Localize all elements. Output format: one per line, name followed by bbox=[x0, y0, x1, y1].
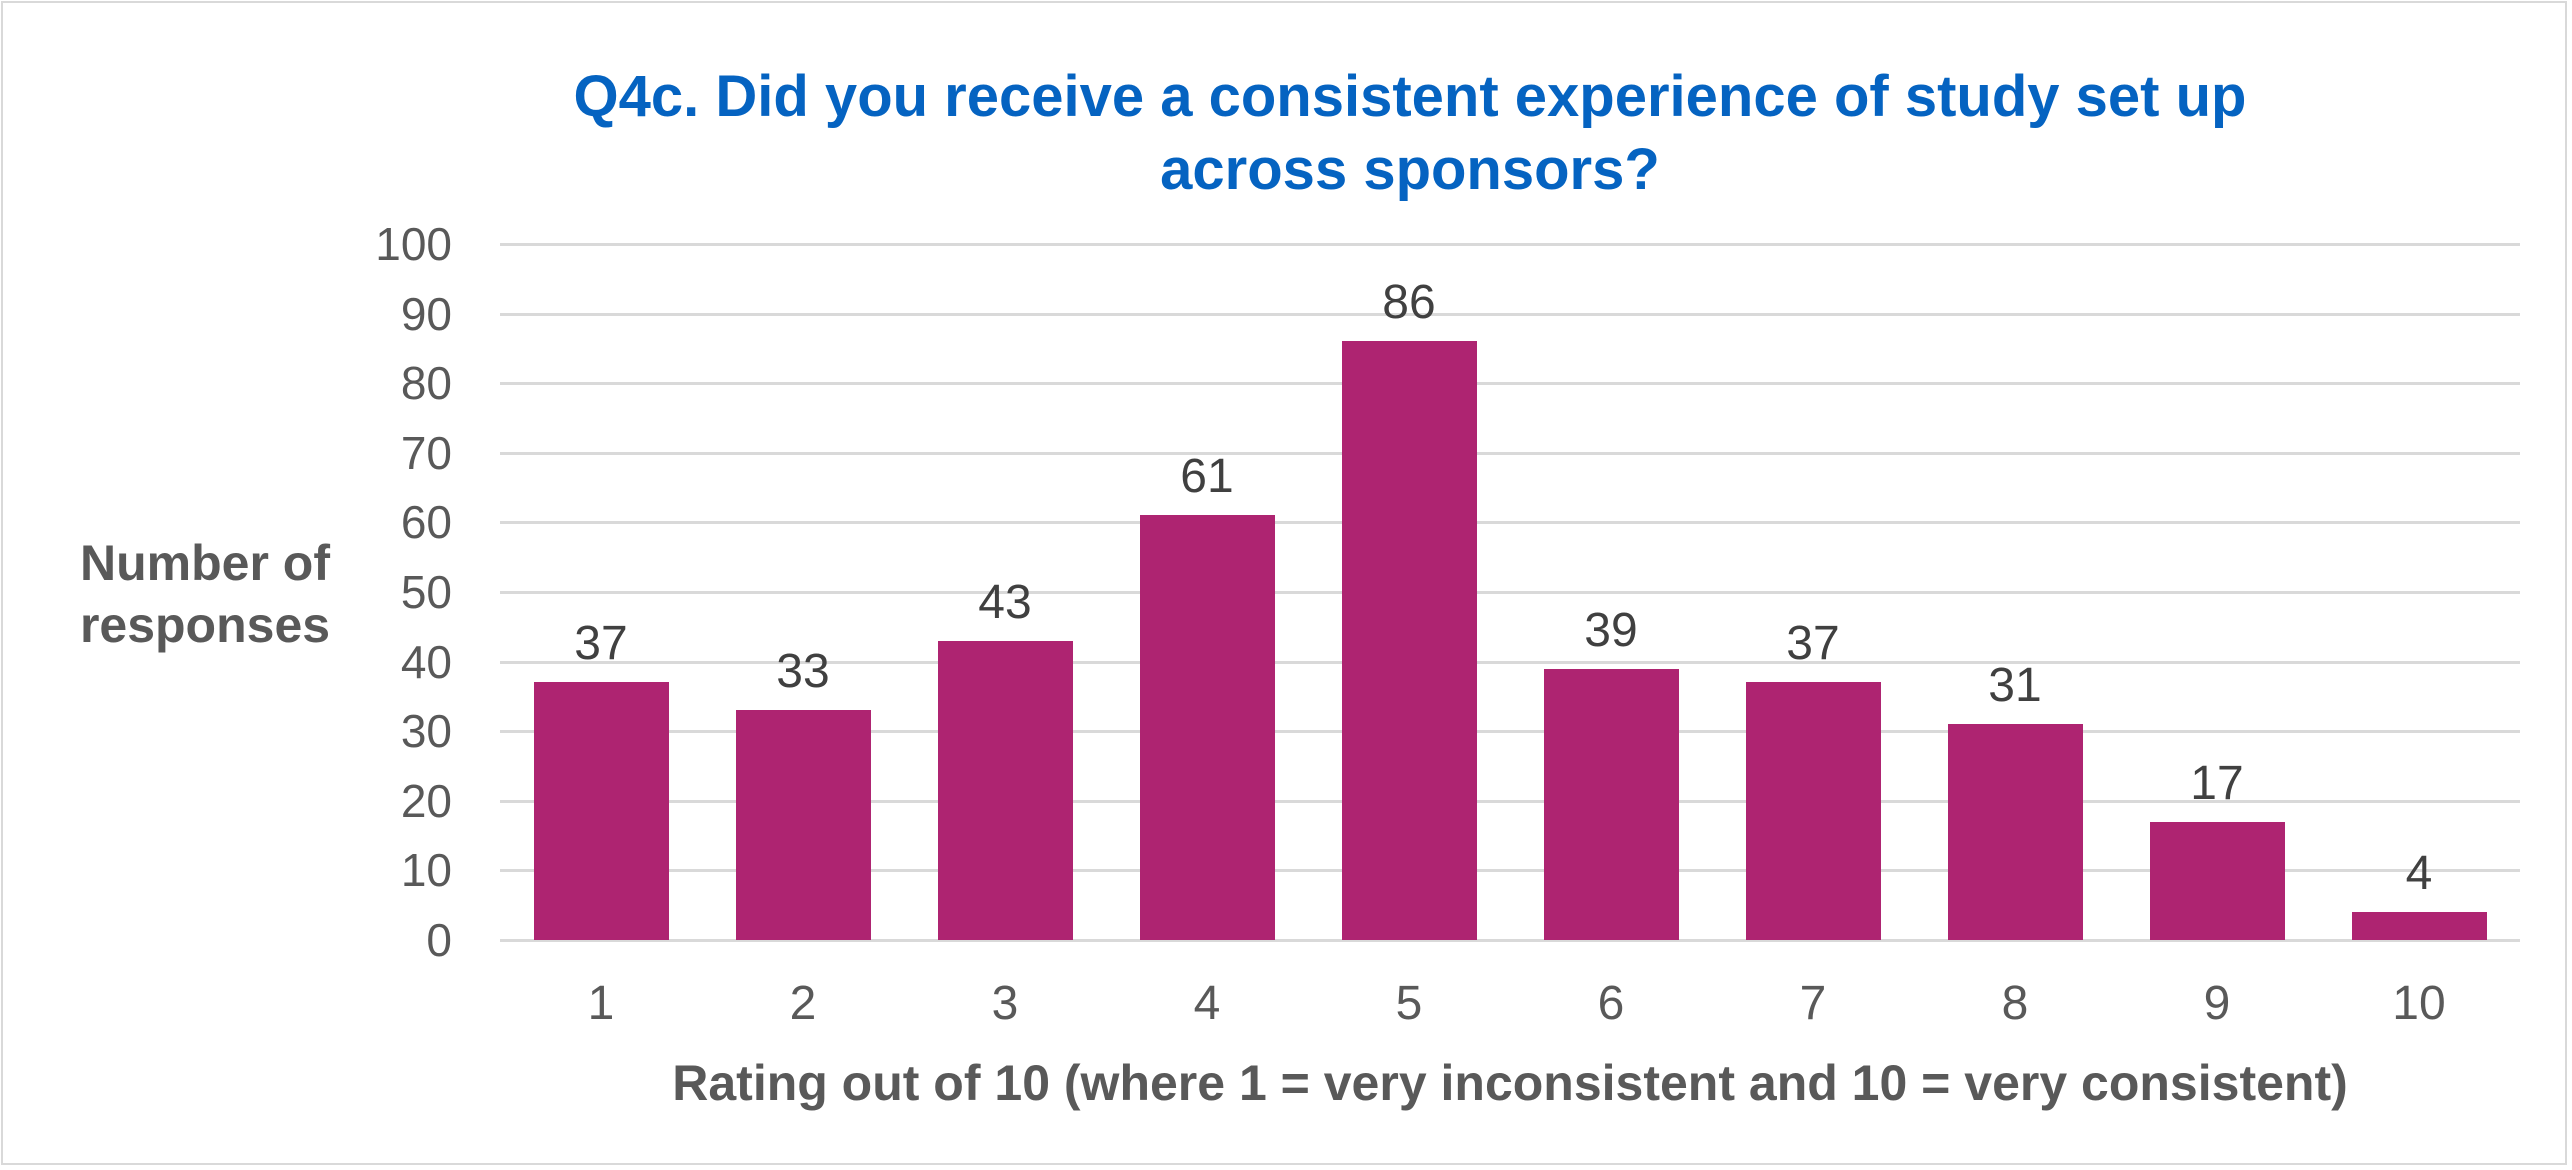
y-tick-label: 30 bbox=[400, 705, 452, 758]
x-tick-label: 1 bbox=[587, 977, 615, 1030]
y-tick-label: 100 bbox=[375, 218, 452, 270]
gridline bbox=[500, 799, 2520, 803]
gridline bbox=[500, 869, 2520, 873]
bar-2 bbox=[735, 710, 871, 940]
gridline bbox=[500, 591, 2520, 594]
x-tick-label: 9 bbox=[2203, 977, 2231, 1030]
gridline bbox=[500, 382, 2520, 386]
data-label: 86 bbox=[1382, 276, 1436, 330]
y-tick-label: 90 bbox=[400, 287, 452, 340]
gridline bbox=[500, 243, 2520, 246]
data-label: 37 bbox=[574, 617, 628, 671]
x-tick-label: 7 bbox=[1799, 977, 1827, 1030]
x-tick-label: 10 bbox=[2392, 977, 2446, 1030]
bar-6 bbox=[1543, 668, 1679, 940]
x-tick-label: 3 bbox=[991, 977, 1019, 1030]
gridline bbox=[500, 660, 2520, 664]
y-tick-label: 20 bbox=[400, 774, 452, 827]
data-label: 31 bbox=[1988, 659, 2042, 713]
bar-10 bbox=[2351, 912, 2487, 940]
y-tick-label: 50 bbox=[400, 566, 452, 618]
data-label: 39 bbox=[1584, 603, 1638, 657]
chart-title-line-1: Q4c. Did you receive a consistent experi… bbox=[573, 64, 2247, 129]
gridline bbox=[500, 451, 2520, 455]
gridline bbox=[500, 730, 2520, 734]
gridline bbox=[500, 939, 2520, 942]
bar-7 bbox=[1745, 682, 1881, 940]
bar-9 bbox=[2149, 821, 2285, 940]
y-tick-label: 40 bbox=[400, 635, 452, 688]
y-tick-label: 10 bbox=[400, 844, 452, 897]
gridline bbox=[500, 521, 2520, 525]
chart-title-line-2: across sponsors? bbox=[1160, 137, 1660, 202]
gridline bbox=[500, 312, 2520, 316]
y-axis-label: Number of responses bbox=[60, 532, 350, 656]
bar-4 bbox=[1139, 515, 1275, 940]
x-tick-label: 2 bbox=[789, 977, 817, 1030]
y-tick-label: 0 bbox=[426, 914, 452, 966]
chart-title: Q4c. Did you receive a consistent experi… bbox=[380, 60, 2440, 206]
bar-1 bbox=[533, 682, 669, 940]
y-tick-label: 60 bbox=[400, 496, 452, 549]
x-axis-label: Rating out of 10 (where 1 = very inconsi… bbox=[672, 1055, 2348, 1111]
x-tick-label: 5 bbox=[1395, 977, 1423, 1030]
y-tick-label: 70 bbox=[400, 426, 452, 479]
y-axis-label-line-1: Number of bbox=[80, 535, 330, 591]
data-label: 37 bbox=[1786, 617, 1840, 671]
x-tick-label: 8 bbox=[2001, 977, 2029, 1030]
x-tick-label: 6 bbox=[1597, 977, 1625, 1030]
y-axis-label-line-2: responses bbox=[79, 597, 331, 653]
x-tick-label: 4 bbox=[1193, 977, 1221, 1030]
data-label: 4 bbox=[2405, 847, 2433, 901]
bar-3 bbox=[937, 640, 1073, 940]
data-label: 17 bbox=[2190, 756, 2244, 810]
data-label: 33 bbox=[776, 645, 830, 699]
data-label: 43 bbox=[978, 575, 1032, 629]
bar-5 bbox=[1341, 341, 1477, 940]
y-tick-label: 80 bbox=[400, 357, 452, 410]
data-label: 61 bbox=[1180, 450, 1234, 504]
bar-8 bbox=[1947, 724, 2083, 940]
